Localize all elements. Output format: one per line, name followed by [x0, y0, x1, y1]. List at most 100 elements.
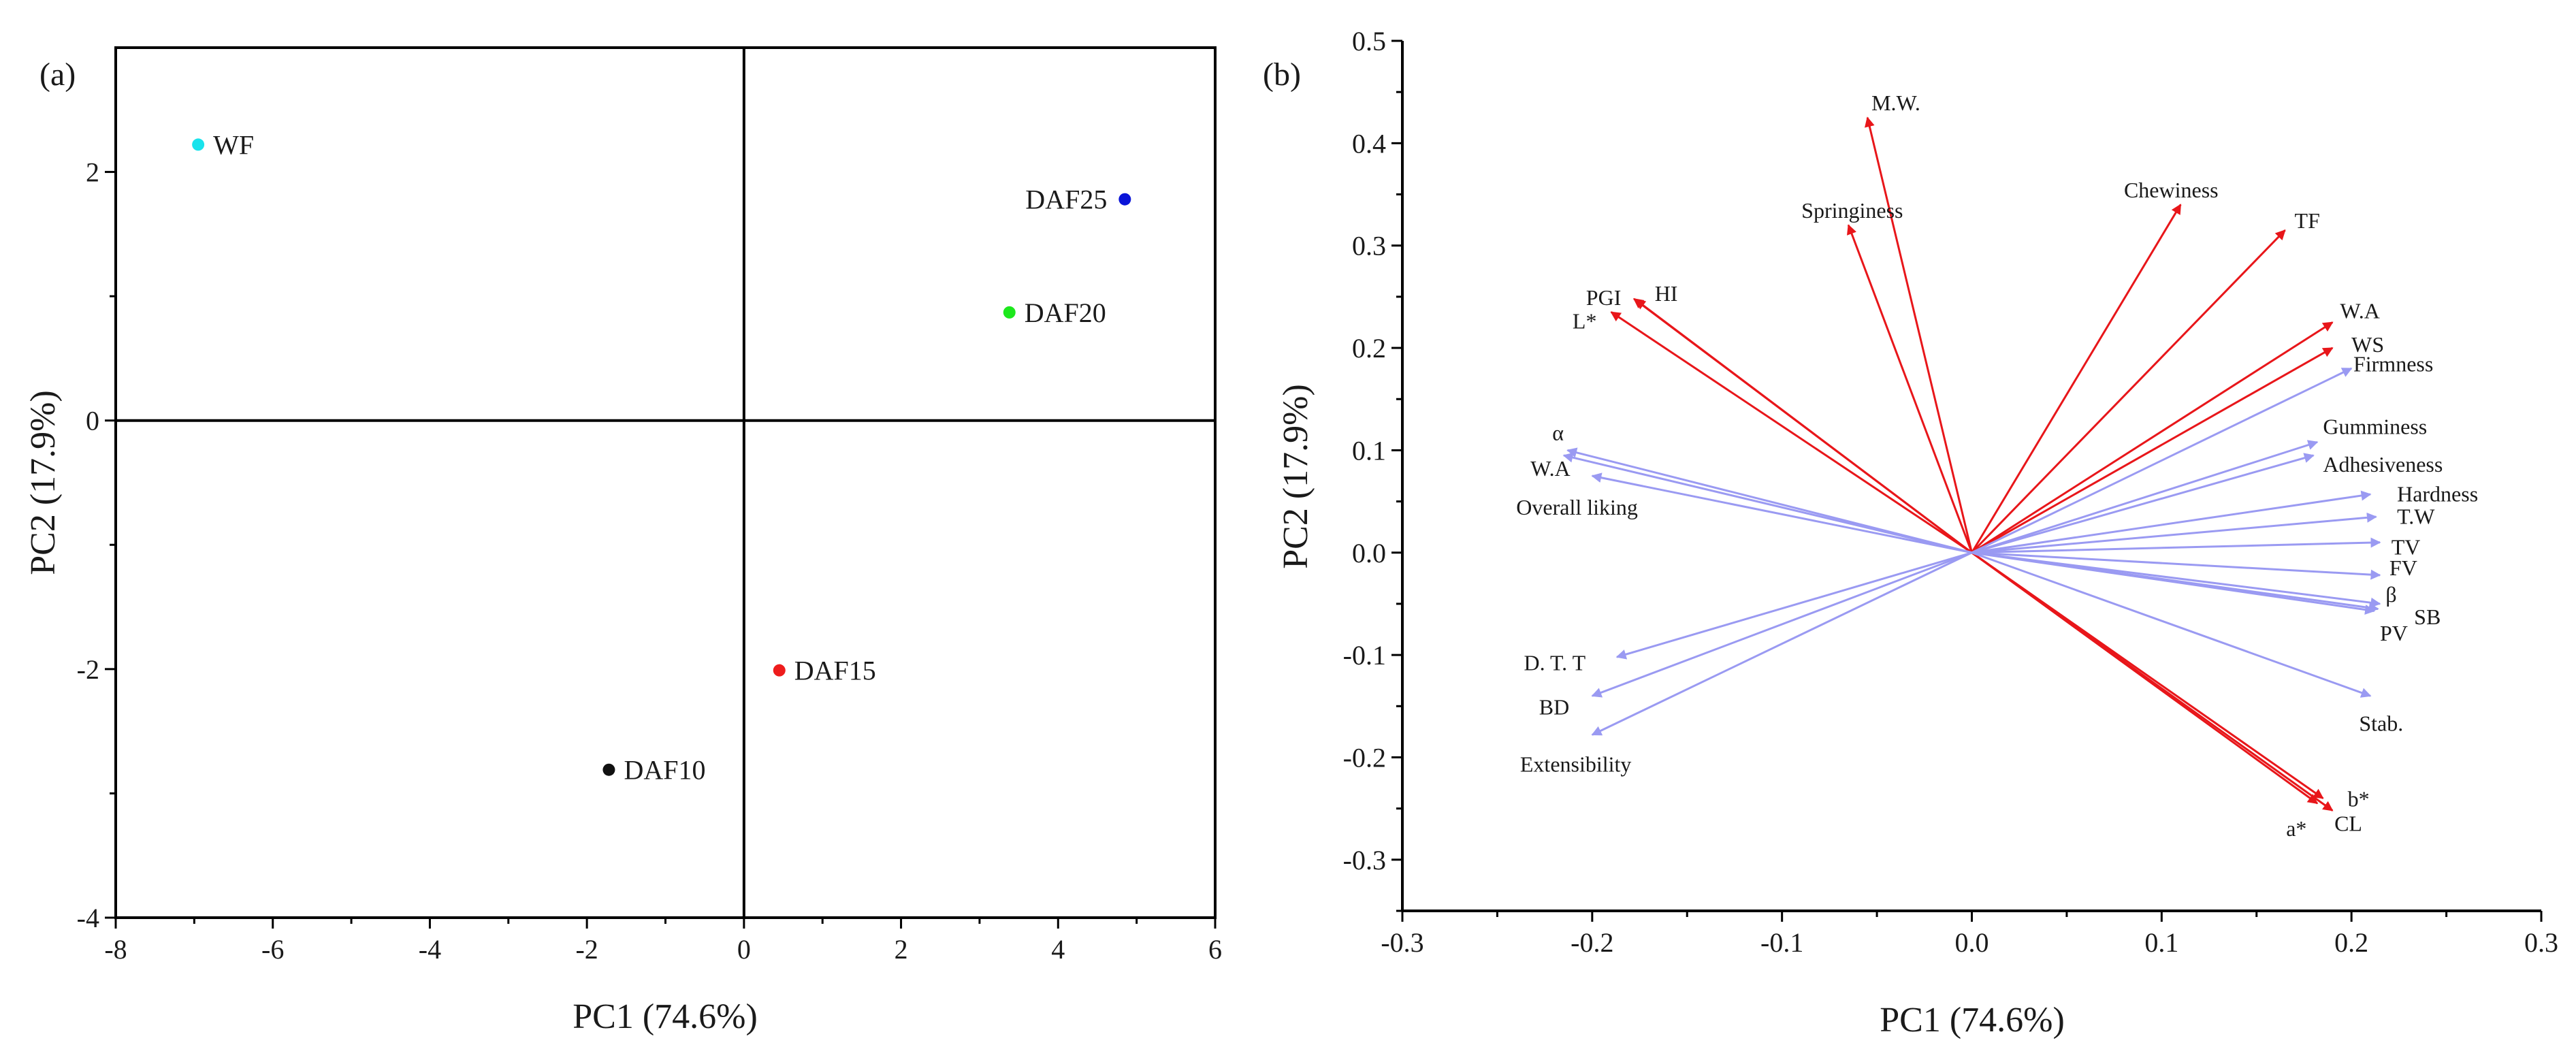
loading-vector-adhesiveness: [1971, 453, 2315, 554]
loading-vector-chewiness: [1971, 204, 2182, 553]
loading-vector-w-a: [1971, 321, 2334, 554]
panel-a-x-tick-label: -4: [419, 934, 441, 965]
loading-label-cl: CL: [2334, 811, 2362, 836]
panel-a-y-tick-label: -2: [77, 654, 99, 685]
loading-label-α: α: [1552, 420, 1564, 445]
loading-label-sb: SB: [2414, 605, 2441, 629]
panel-b-x-tick-label: 0.2: [2334, 927, 2368, 958]
loading-vector-stab: [1971, 551, 2372, 698]
loading-vector-hi: [1635, 299, 1973, 553]
panel-a-y-tick-label: 0: [86, 406, 99, 436]
loading-label-w-a: W.A: [2340, 298, 2379, 323]
panel-b-y-tick-label: -0.3: [1343, 845, 1386, 875]
panel-b-x-tick-label: 0.0: [1955, 927, 1989, 958]
loading-vector-hardness: [1971, 490, 2372, 554]
loading-vector-springiness: [1846, 224, 1973, 553]
panel-a-score-plot: (a) -8 -6 -4 -2 0 2 4 6 -4 -2 0 2 WF DAF25 DAF20 DAF15…: [24, 46, 1222, 1036]
score-label-daf15: DAF15: [794, 656, 876, 686]
panel-a-y-tick-label: 2: [86, 157, 99, 188]
loading-label-springiness: Springiness: [1801, 198, 1903, 223]
panel-b-y-tick-label: 0.2: [1352, 333, 1386, 364]
panel-b-y-axis-title: PC2 (17.9%): [1276, 384, 1315, 569]
panel-b-x-tick-label: 0.1: [2144, 927, 2178, 958]
loading-vector-w-a: [1562, 452, 1972, 554]
loading-label-fv: FV: [2389, 556, 2417, 580]
panel-b-ticks: -0.3 -0.2 -0.1 0.0 0.1 0.2 0.3 -0.3 -0.2 -0.1 0.0 0…: [1343, 26, 2558, 958]
loading-vector-l: [1610, 311, 1973, 554]
panel-b-y-tick-label: 0.5: [1352, 26, 1386, 57]
loading-vector-d-t-t: [1615, 551, 1972, 660]
panel-b-loading-plot: (b) -0.3 -0.2 -0.1 0.0 0.1 0.2 0.3 -0.3 -0.2 -0.1…: [1263, 26, 2558, 1040]
loading-label-chewiness: Chewiness: [2124, 178, 2219, 202]
panel-a-y-tick-label: -4: [77, 903, 99, 933]
loading-label-ws: WS: [2351, 332, 2384, 357]
loading-vector-overall-liking: [1591, 472, 1972, 554]
panel-b-label: (b): [1263, 57, 1301, 93]
score-label-daf10: DAF10: [624, 755, 705, 786]
panel-a-x-tick-label: 4: [1051, 934, 1065, 965]
panel-a-x-tick-label: 2: [895, 934, 908, 965]
panel-b-y-tick-label: 0.1: [1352, 435, 1386, 466]
loading-label-hi: HI: [1655, 281, 1678, 306]
loading-label-tf: TF: [2295, 208, 2320, 233]
loading-vector-ws: [1971, 347, 2334, 554]
panel-b-y-tick-label: -0.2: [1343, 742, 1386, 773]
panel-a-x-tick-label: -6: [261, 934, 284, 965]
panel-b-y-tick-label: 0.3: [1352, 231, 1386, 261]
loading-label-β: β: [2385, 582, 2396, 607]
loading-vector-tf: [1971, 229, 2286, 553]
loading-label-a: a*: [2286, 816, 2306, 841]
loading-label-d-t-t: D. T. T: [1524, 651, 1585, 675]
panel-b-vector-labels: M.W. Springiness Chewiness TF PGI HI L* W.A WS b*…: [1516, 91, 2478, 841]
score-label-daf20: DAF20: [1025, 297, 1106, 328]
loading-vector-extensibility: [1591, 551, 1973, 736]
loading-label-gumminess: Gumminess: [2323, 414, 2427, 438]
loading-label-extensibility: Extensibility: [1520, 752, 1632, 776]
panel-b-vectors: [1562, 116, 2381, 811]
loading-vector-gumminess: [1971, 440, 2319, 554]
loading-label-stab: Stab.: [2359, 711, 2403, 735]
loading-label-m-w: M.W.: [1871, 91, 1920, 115]
panel-b-y-tick-label: 0.0: [1352, 538, 1386, 568]
score-point-wf: [192, 138, 205, 151]
panel-b-x-tick-label: -0.2: [1571, 927, 1613, 958]
score-label-daf25: DAF25: [1025, 184, 1107, 215]
loading-vector-tv: [1971, 537, 2381, 554]
loading-label-w-a: W.A: [1530, 456, 1570, 481]
panel-a-points: WF DAF25 DAF20 DAF15 DAF10: [192, 129, 1131, 786]
loading-vector-bd: [1591, 551, 1973, 698]
loading-label-hardness: Hardness: [2397, 482, 2478, 506]
score-label-wf: WF: [213, 129, 254, 160]
loading-label-pgi: PGI: [1586, 285, 1622, 310]
panel-a-x-tick-label: -2: [575, 934, 598, 965]
panel-b-y-tick-label: 0.4: [1352, 128, 1386, 159]
loading-label-l: L*: [1573, 308, 1597, 333]
panel-a-x-axis-title: PC1 (74.6%): [573, 997, 758, 1036]
panel-b-x-tick-label: 0.3: [2524, 927, 2558, 958]
loading-vector-fv: [1971, 551, 2381, 580]
panel-a-y-axis-title: PC2 (17.9%): [24, 390, 63, 575]
panel-a-frame: [114, 46, 1217, 919]
panel-a-x-tick-label: 0: [737, 934, 751, 965]
score-point-daf25: [1118, 193, 1131, 206]
score-point-daf20: [1003, 306, 1016, 319]
panel-b-x-tick-label: -0.1: [1760, 927, 1803, 958]
loading-label-b: b*: [2348, 787, 2370, 811]
loading-vector-t-w: [1971, 512, 2377, 554]
score-point-daf10: [602, 763, 615, 776]
panel-b-y-tick-label: -0.1: [1343, 640, 1386, 671]
loading-label-t-w: T.W: [2397, 504, 2435, 529]
panel-a-x-tick-label: -8: [104, 934, 127, 965]
loading-label-bd: BD: [1539, 694, 1569, 719]
loading-label-firmness: Firmness: [2353, 352, 2433, 376]
panel-a-label: (a): [39, 57, 76, 93]
panel-a-x-tick-label: 6: [1208, 934, 1222, 965]
loading-label-pv: PV: [2380, 621, 2408, 645]
score-point-daf15: [773, 664, 786, 677]
loading-label-overall-liking: Overall liking: [1516, 495, 1638, 519]
loading-label-adhesiveness: Adhesiveness: [2323, 452, 2443, 477]
loading-vector-a: [1971, 551, 2319, 805]
loading-vector-m-w: [1864, 116, 1973, 553]
loading-vector-pv: [1971, 551, 2376, 615]
